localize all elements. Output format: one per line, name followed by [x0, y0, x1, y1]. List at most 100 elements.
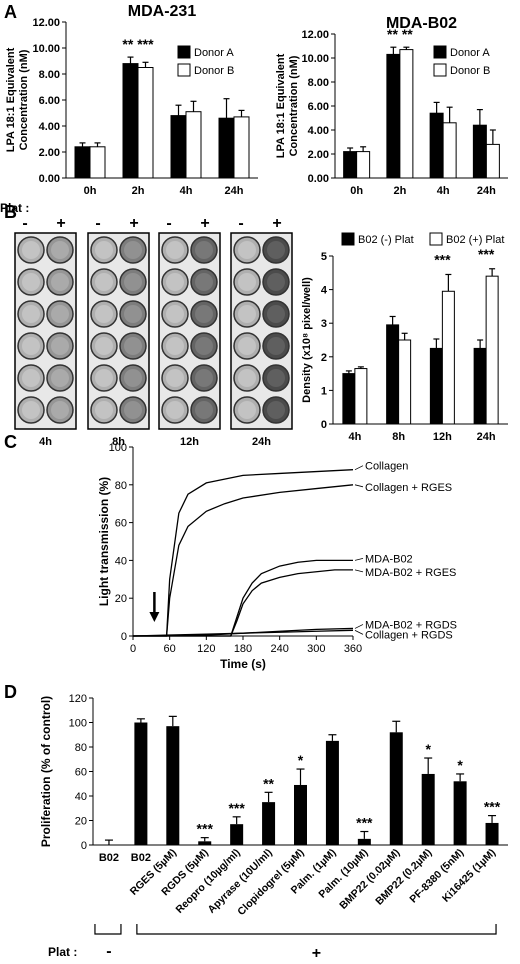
y-tick-label: 80: [75, 742, 87, 754]
well-plate: [230, 232, 293, 430]
well-inner: [22, 369, 40, 387]
well-inner: [95, 337, 113, 355]
plate-minus-label: -: [22, 215, 27, 232]
plat-minus-bracket: [94, 924, 122, 935]
chart-mdab02: 0.00 2.00 4.00 6.00 8.00 10.00 12.00 0h 2h 4h 24h M…: [275, 15, 508, 197]
y-tick-label: 0: [81, 840, 87, 852]
well-inner: [195, 337, 213, 355]
addition-arrow-head: [149, 612, 160, 622]
series-label-leader: [354, 465, 364, 471]
y-axis-label-line: Concentration (nM): [18, 49, 30, 150]
bar-donor-b: [356, 151, 371, 179]
well-inner: [51, 337, 69, 355]
well-inner: [22, 337, 40, 355]
bar-donor-b: [137, 67, 154, 179]
y-tick-label: 2: [321, 352, 327, 364]
series-label-leader: [354, 569, 364, 573]
series-label: MDA-B02 + RGES: [365, 567, 456, 579]
well-inner: [166, 241, 184, 259]
y-tick-label: 4: [321, 285, 328, 297]
plat-minus-label: -: [106, 943, 111, 960]
bar: [294, 784, 307, 845]
significance-marker: *: [298, 752, 304, 768]
y-tick-label: 0.00: [39, 173, 60, 185]
plate-plus-label: +: [129, 215, 138, 232]
significance-marker: ***: [434, 251, 451, 267]
y-axis-label-line: LPA 18:1 Equivalent: [275, 53, 287, 158]
well-inner: [238, 401, 256, 419]
well-inner: [166, 401, 184, 419]
significance-marker: ***: [484, 799, 501, 815]
well-inner: [51, 241, 69, 259]
x-tick-label: B02: [99, 852, 119, 864]
bar-donor-b: [485, 143, 500, 179]
panel-label-a: A: [4, 2, 17, 22]
x-tick-label: 0h: [350, 185, 363, 197]
y-tick-label: 80: [115, 480, 127, 492]
well-inner: [195, 273, 213, 291]
y-tick-label: 4.00: [308, 125, 329, 137]
y-tick-label: 20: [75, 816, 87, 828]
well-inner: [267, 273, 285, 291]
y-axis-label: LPA 18:1 EquivalentConcentration (nM): [5, 47, 30, 152]
y-tick-label: 40: [75, 791, 87, 803]
y-axis-label-line: Concentration (nM): [288, 55, 300, 156]
bar-b02-plat: [354, 368, 368, 425]
well-plate: [87, 232, 150, 430]
well-inner: [166, 369, 184, 387]
plat-plus-bracket: [136, 924, 497, 935]
series-label: MDA-B02 + RGDS: [365, 619, 457, 631]
bar-donor-a: [218, 117, 235, 179]
x-tick-label: 4h: [437, 185, 450, 197]
x-tick-label: 120: [197, 643, 215, 655]
y-tick-label: 40: [115, 555, 127, 567]
bar: [325, 740, 339, 845]
plate-time-label: 4h: [39, 436, 52, 448]
bar-donor-a: [74, 146, 91, 179]
y-axis-label: Light transmission (%): [97, 477, 111, 606]
plate-minus-label: -: [166, 215, 171, 232]
bar: [357, 838, 371, 845]
well-inner: [95, 241, 113, 259]
y-tick-label: 10.00: [301, 53, 329, 65]
well-inner: [124, 401, 142, 419]
bar-donor-b: [233, 116, 250, 179]
significance-marker: *: [425, 741, 431, 757]
y-axis-label: Density (x10⁸ pixel/well): [301, 277, 313, 403]
well-inner: [22, 401, 40, 419]
bar: [421, 773, 435, 845]
x-tick-label: 240: [270, 643, 288, 655]
y-tick-label: 0: [121, 631, 127, 643]
chart-title: MDA-231: [128, 3, 197, 20]
well-inner: [95, 305, 113, 323]
plate-time-label: 12h: [180, 436, 199, 448]
well-inner: [22, 273, 40, 291]
x-tick-label: 24h: [225, 185, 244, 197]
bar-donor-a: [429, 112, 444, 179]
well-plate: [158, 232, 221, 430]
legend-label: Donor B: [194, 65, 234, 77]
y-axis-label-line: LPA 18:1 Equivalent: [5, 47, 17, 152]
y-tick-label: 2.00: [39, 147, 60, 159]
well-inner: [166, 273, 184, 291]
well-inner: [124, 337, 142, 355]
y-tick-label: 20: [115, 593, 127, 605]
bar-donor-b: [399, 49, 414, 179]
series-label: Collagen: [365, 461, 408, 473]
well-inner: [22, 241, 40, 259]
legend-swatch: [433, 63, 447, 77]
well-inner: [166, 305, 184, 323]
well-inner: [22, 305, 40, 323]
y-tick-label: 100: [109, 442, 127, 454]
significance-marker: *: [457, 757, 463, 773]
x-tick-label: 8h: [392, 431, 405, 443]
well-plate-images: - +4h - +8h - +12h - +24h Plat :: [0, 201, 293, 448]
well-inner: [51, 273, 69, 291]
y-tick-label: 4.00: [39, 121, 60, 133]
plate-time-label: 24h: [252, 436, 271, 448]
series-line: [133, 469, 354, 637]
significance-marker: ***: [478, 246, 495, 262]
x-tick-label: 12h: [433, 431, 452, 443]
well-inner: [95, 273, 113, 291]
